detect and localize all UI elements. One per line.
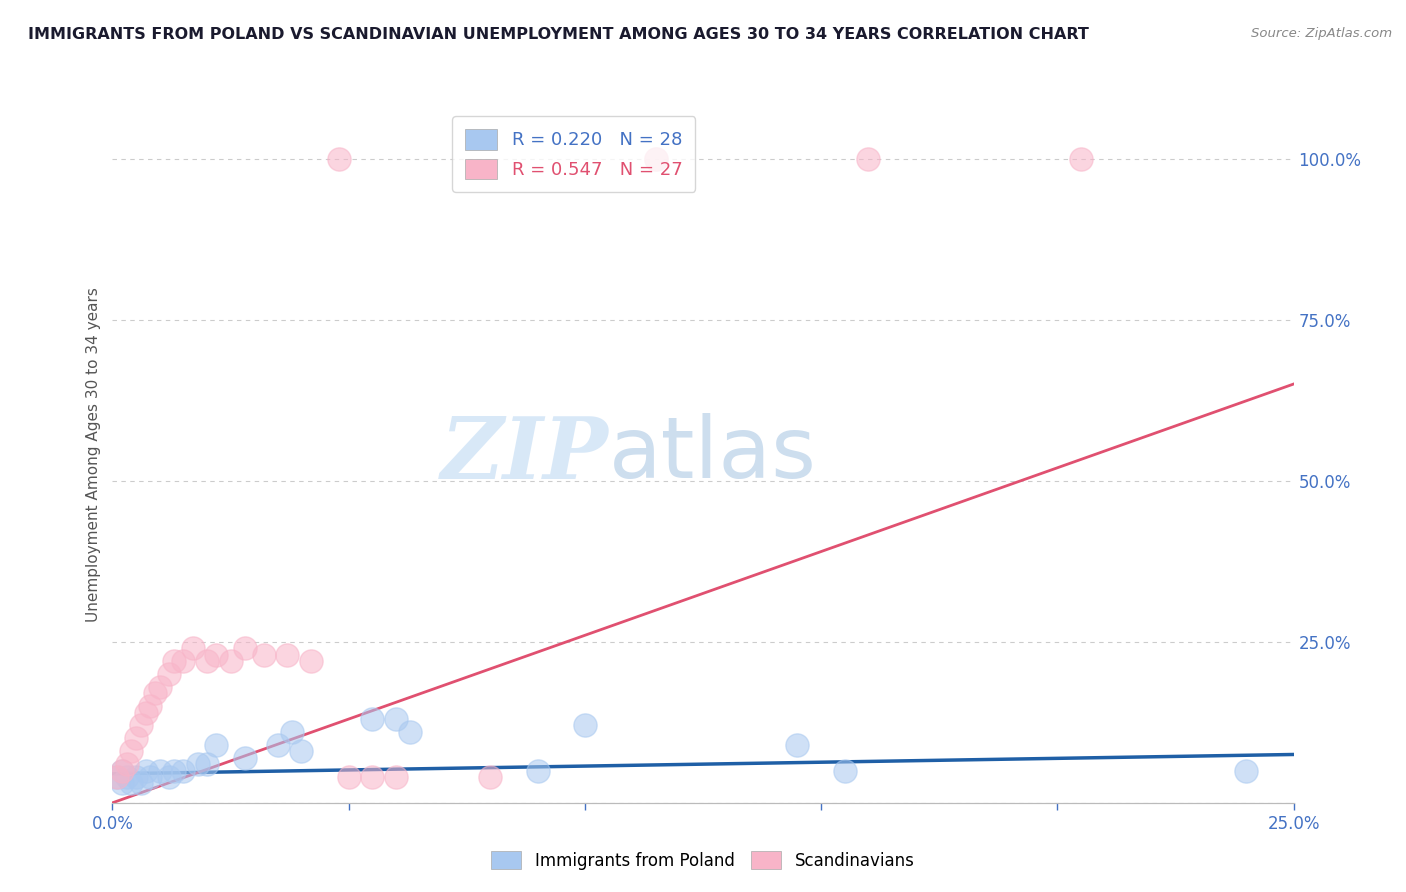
Point: [120, 776, 142, 790]
Point: [385, 770, 408, 784]
Point: [139, 770, 162, 784]
Point: [361, 712, 384, 726]
Point: [135, 706, 157, 720]
Point: [125, 731, 148, 746]
Point: [205, 648, 228, 662]
Point: [115, 770, 138, 784]
Text: atlas: atlas: [609, 413, 817, 497]
Point: [858, 152, 880, 166]
Point: [337, 770, 360, 784]
Point: [172, 764, 194, 778]
Point: [129, 718, 152, 732]
Point: [644, 152, 666, 166]
Point: [181, 641, 204, 656]
Point: [290, 744, 312, 758]
Point: [163, 654, 186, 668]
Legend: Immigrants from Poland, Scandinavians: Immigrants from Poland, Scandinavians: [484, 843, 922, 878]
Point: [111, 776, 134, 790]
Point: [195, 654, 218, 668]
Point: [834, 764, 856, 778]
Point: [120, 744, 142, 758]
Point: [157, 667, 180, 681]
Y-axis label: Unemployment Among Ages 30 to 34 years: Unemployment Among Ages 30 to 34 years: [86, 287, 101, 623]
Point: [163, 764, 186, 778]
Point: [644, 152, 666, 166]
Point: [233, 750, 256, 764]
Text: IMMIGRANTS FROM POLAND VS SCANDINAVIAN UNEMPLOYMENT AMONG AGES 30 TO 34 YEARS CO: IMMIGRANTS FROM POLAND VS SCANDINAVIAN U…: [28, 27, 1090, 42]
Text: Source: ZipAtlas.com: Source: ZipAtlas.com: [1251, 27, 1392, 40]
Point: [267, 738, 290, 752]
Point: [574, 718, 596, 732]
Point: [385, 712, 408, 726]
Point: [219, 654, 242, 668]
Point: [276, 648, 298, 662]
Point: [105, 770, 128, 784]
Point: [135, 764, 157, 778]
Point: [361, 770, 384, 784]
Point: [157, 770, 180, 784]
Point: [149, 764, 172, 778]
Point: [526, 764, 548, 778]
Point: [186, 757, 208, 772]
Point: [139, 699, 162, 714]
Point: [479, 770, 502, 784]
Point: [299, 654, 322, 668]
Point: [328, 152, 350, 166]
Point: [281, 725, 304, 739]
Point: [195, 757, 218, 772]
Point: [1234, 764, 1257, 778]
Point: [129, 776, 152, 790]
Point: [233, 641, 256, 656]
Point: [253, 648, 276, 662]
Point: [143, 686, 166, 700]
Point: [149, 680, 172, 694]
Point: [111, 764, 134, 778]
Point: [172, 654, 194, 668]
Point: [205, 738, 228, 752]
Point: [399, 725, 422, 739]
Point: [125, 770, 148, 784]
Point: [111, 764, 134, 778]
Text: ZIP: ZIP: [440, 413, 609, 497]
Point: [105, 770, 128, 784]
Point: [1070, 152, 1092, 166]
Point: [115, 757, 138, 772]
Point: [786, 738, 808, 752]
